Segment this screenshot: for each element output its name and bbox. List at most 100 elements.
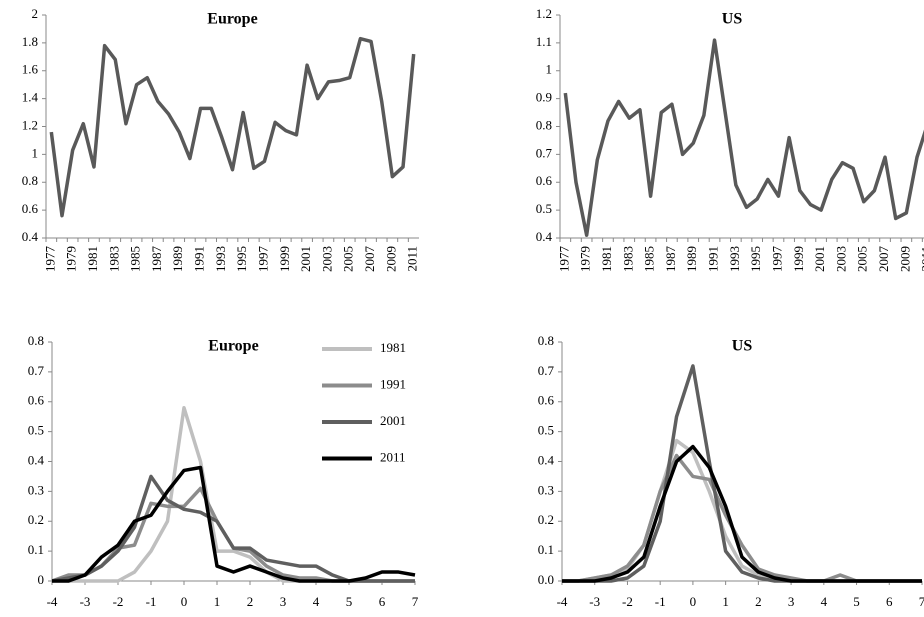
x-tick-label: 2005 <box>341 246 356 272</box>
x-tick-label: 2001 <box>812 246 827 272</box>
y-tick-label: 0.2 <box>28 512 44 527</box>
line-series <box>563 38 924 237</box>
density-line <box>562 364 922 583</box>
y-tick-label: 0.7 <box>28 363 45 378</box>
y-tick-label: 0.5 <box>538 423 554 438</box>
y-tick-label: 0.1 <box>28 542 44 557</box>
x-tick-label: 6 <box>379 594 386 609</box>
x-tick-label: 1979 <box>578 246 593 272</box>
x-tick-label: 1997 <box>255 246 270 273</box>
legend-label: 1981 <box>380 340 406 355</box>
density-line <box>51 486 415 583</box>
x-tick-label: 2 <box>755 594 762 609</box>
x-tick-label: 1 <box>214 594 221 609</box>
y-tick-label: 0.8 <box>536 117 552 132</box>
legend-label: 2011 <box>380 449 406 464</box>
y-tick-label: 0.4 <box>538 452 555 467</box>
chart-title: US <box>722 11 743 28</box>
x-tick-label: 1991 <box>706 246 721 272</box>
y-tick-label: 0.8 <box>538 333 554 348</box>
y-tick-label: 1.4 <box>22 90 39 105</box>
y-tick-label: 1.6 <box>22 62 39 77</box>
x-tick-label: 1977 <box>42 246 57 273</box>
y-tick-label: 0.9 <box>536 90 552 105</box>
y-tick-label: 0.0 <box>538 572 554 587</box>
y-tick-label: 0.8 <box>22 173 38 188</box>
x-tick-label: 2011 <box>405 246 420 272</box>
x-tick-label: 1979 <box>64 246 79 272</box>
x-tick-label: -1 <box>146 594 157 609</box>
y-tick-label: 1.2 <box>22 117 38 132</box>
y-tick-label: 0.6 <box>538 393 555 408</box>
chart-title: Europe <box>207 11 257 28</box>
y-tick-label: 0.7 <box>536 145 553 160</box>
x-tick-label: 2005 <box>855 246 870 272</box>
x-tick-label: 7 <box>919 594 924 609</box>
y-tick-label: 2 <box>32 6 39 21</box>
x-tick-label: 1987 <box>663 246 678 273</box>
y-tick-label: 0.7 <box>538 363 555 378</box>
legend-label: 2001 <box>380 413 406 428</box>
x-tick-label: 1981 <box>85 246 100 272</box>
y-tick-label: 0.4 <box>536 229 553 244</box>
x-tick-label: 1983 <box>620 246 635 272</box>
x-tick-label: 1995 <box>234 246 249 272</box>
y-tick-label: 0.2 <box>538 512 554 527</box>
x-tick-label: 1993 <box>213 246 228 272</box>
x-tick-label: 2003 <box>319 246 334 272</box>
x-tick-label: 0 <box>181 594 188 609</box>
x-tick-label: 1983 <box>106 246 121 272</box>
x-tick-label: -4 <box>47 594 58 609</box>
x-tick-label: 2 <box>247 594 254 609</box>
x-tick-label: -2 <box>113 594 124 609</box>
y-tick-label: 1 <box>32 145 39 160</box>
x-tick-label: 1989 <box>170 246 185 272</box>
x-tick-label: -1 <box>655 594 666 609</box>
x-tick-label: 6 <box>886 594 893 609</box>
y-tick-label: 0.3 <box>538 482 554 497</box>
x-tick-label: -2 <box>622 594 633 609</box>
x-tick-label: 2007 <box>876 246 891 273</box>
x-tick-label: 1985 <box>642 246 657 272</box>
y-tick-label: 1.1 <box>536 34 552 49</box>
y-tick-label: 0.5 <box>28 423 44 438</box>
y-tick-label: 0.5 <box>536 201 552 216</box>
x-tick-label: 3 <box>788 594 795 609</box>
y-tick-label: 0.6 <box>22 201 39 216</box>
x-tick-label: 2007 <box>362 246 377 273</box>
x-tick-label: 1999 <box>791 246 806 272</box>
x-tick-label: 1981 <box>599 246 614 272</box>
chart-title: Europe <box>208 338 258 355</box>
x-tick-label: 1991 <box>192 246 207 272</box>
x-tick-label: 2001 <box>298 246 313 272</box>
x-tick-label: -3 <box>80 594 91 609</box>
x-tick-label: -3 <box>589 594 600 609</box>
x-tick-label: 1977 <box>556 246 571 273</box>
y-tick-label: 0.3 <box>28 482 44 497</box>
x-tick-label: 4 <box>313 594 320 609</box>
x-tick-label: 3 <box>280 594 287 609</box>
x-tick-label: 1993 <box>727 246 742 272</box>
density-line <box>562 444 922 583</box>
x-tick-label: 1999 <box>277 246 292 272</box>
y-tick-label: 0 <box>38 572 45 587</box>
x-tick-label: 4 <box>821 594 828 609</box>
x-tick-label: -4 <box>557 594 568 609</box>
x-tick-label: 2003 <box>833 246 848 272</box>
x-tick-label: 2011 <box>919 246 924 272</box>
x-tick-label: 1987 <box>149 246 164 273</box>
y-tick-label: 0.4 <box>28 452 45 467</box>
x-tick-label: 0 <box>690 594 697 609</box>
x-tick-label: 5 <box>853 594 860 609</box>
density-line <box>52 465 416 583</box>
y-tick-label: 1.2 <box>536 6 552 21</box>
x-tick-label: 7 <box>412 594 419 609</box>
legend-label: 1991 <box>380 376 406 391</box>
y-tick-label: 0.4 <box>22 229 39 244</box>
x-tick-label: 1985 <box>128 246 143 272</box>
x-tick-label: 1995 <box>748 246 763 272</box>
y-tick-label: 0.6 <box>28 393 45 408</box>
line-series <box>49 36 416 218</box>
y-tick-label: 0.6 <box>536 173 553 188</box>
